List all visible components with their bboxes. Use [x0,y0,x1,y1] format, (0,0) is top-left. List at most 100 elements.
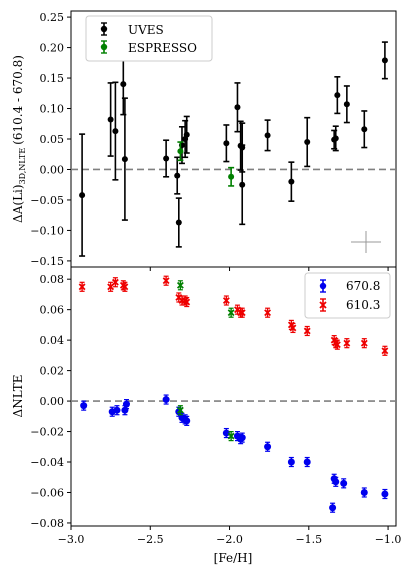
top-ytick-label: −0.10 [30,224,64,237]
point-uves [107,82,114,157]
point-610-3 [78,281,86,292]
data-marker [121,406,129,414]
top-y-ticks: −0.15 −0.10 −0.05 0.00 0.05 0.10 0.15 0.20 0.25 [30,11,71,268]
legend-label-670: 670.8 [346,279,380,293]
data-marker [332,135,339,142]
point-670-8 [360,487,368,498]
point-uves [381,41,388,80]
top-error-cross [351,231,381,253]
bottom-ytick-label: −0.04 [30,456,64,469]
data-marker [329,504,337,512]
point-uves [343,85,350,124]
data-marker [361,126,368,133]
point-670-8 [332,476,340,487]
bottom-legend-box [304,272,391,319]
data-marker [332,478,340,486]
data-marker [289,324,297,332]
data-marker [162,277,170,285]
data-marker [113,406,121,414]
point-uves [174,156,181,195]
point-uves [112,81,119,181]
point-610-3 [289,322,297,334]
top-panel: −0.15−0.10−0.050.000.050.100.150.200.25 … [11,10,397,268]
data-marker [334,92,341,99]
bottom-ytick-label: 0.08 [40,273,65,286]
data-marker [343,339,351,347]
legend-marker-uves [100,22,108,36]
data-marker [122,400,130,408]
point-uves [121,97,128,221]
point-670-8 [340,478,348,489]
bottom-axes-frame [70,266,397,527]
data-marker [303,458,311,466]
data-marker [162,396,170,404]
data-marker [78,283,86,291]
data-marker [222,429,230,437]
data-marker [79,192,86,199]
legend-marker-670 [319,279,327,293]
data-marker [360,339,368,347]
point-uves [332,125,339,152]
point-uves [79,133,86,257]
bottom-ytick-label: 0.04 [40,334,65,347]
data-marker [333,341,341,349]
top-y-axis-label: ΔA(Li)3D,NLTE(610.4 - 670.8) [11,55,27,223]
top-ytick-label: 0.10 [40,103,65,116]
point-670-8 [264,441,272,452]
bottom-ytick-label: −0.08 [30,517,64,530]
data-marker [381,490,389,498]
data-marker [287,458,295,466]
point-610-3 [111,277,119,288]
data-marker [264,132,271,139]
data-marker [176,406,184,414]
point-uves [175,197,182,248]
data-marker [360,488,368,496]
point-610-3 [264,307,272,318]
point-610-3 [343,338,351,349]
point-espresso [176,280,184,291]
bottom-ytick-label: −0.02 [30,426,64,439]
legend-label-espresso: ESPRESSO [128,41,197,55]
data-marker [227,432,235,440]
bottom-panel: −0.08 −0.06 −0.04 −0.02 0.00 0.02 0.04 0.06 0.08… [11,266,402,565]
top-ytick-label: 0.25 [40,11,65,24]
x-axis-label: [Fe/H] [214,551,253,565]
bottom-y-ticks: −0.08 −0.06 −0.04 −0.02 0.00 0.02 0.04 0.06 0.08 [30,273,71,530]
top-legend: UVES ESPRESSO [85,15,213,62]
data-marker [107,116,114,123]
bottom-ytick-label: −0.06 [30,486,64,499]
data-marker [381,57,388,64]
point-670-8 [122,399,130,410]
point-uves [334,76,341,115]
legend-label-uves: UVES [128,23,164,37]
point-espresso [227,307,235,318]
top-ytick-label: −0.05 [30,194,64,207]
xtick-label: −3.0 [58,533,85,546]
data-marker [111,278,119,286]
data-marker [381,347,389,355]
top-legend-box [85,15,213,62]
data-marker [174,172,181,179]
xtick-label: −2.0 [216,533,243,546]
data-marker [223,140,230,147]
point-uves [183,115,190,154]
data-marker [121,283,129,291]
point-670-8 [238,432,246,443]
legend-marker-610 [319,298,327,312]
data-marker [228,173,235,180]
point-espresso [228,166,235,187]
point-uves [234,82,241,133]
top-data-points [79,41,388,257]
data-marker [80,402,88,410]
point-670-8 [162,394,170,405]
point-670-8 [80,400,88,411]
xtick-label: −1.0 [375,533,402,546]
bottom-legend: 670.8 610.3 [304,272,391,319]
data-marker [177,148,184,155]
point-610-3 [107,281,115,292]
data-marker [183,131,190,138]
data-marker [121,156,128,163]
bottom-ytick-label: 0.02 [40,365,65,378]
point-uves [239,144,246,226]
